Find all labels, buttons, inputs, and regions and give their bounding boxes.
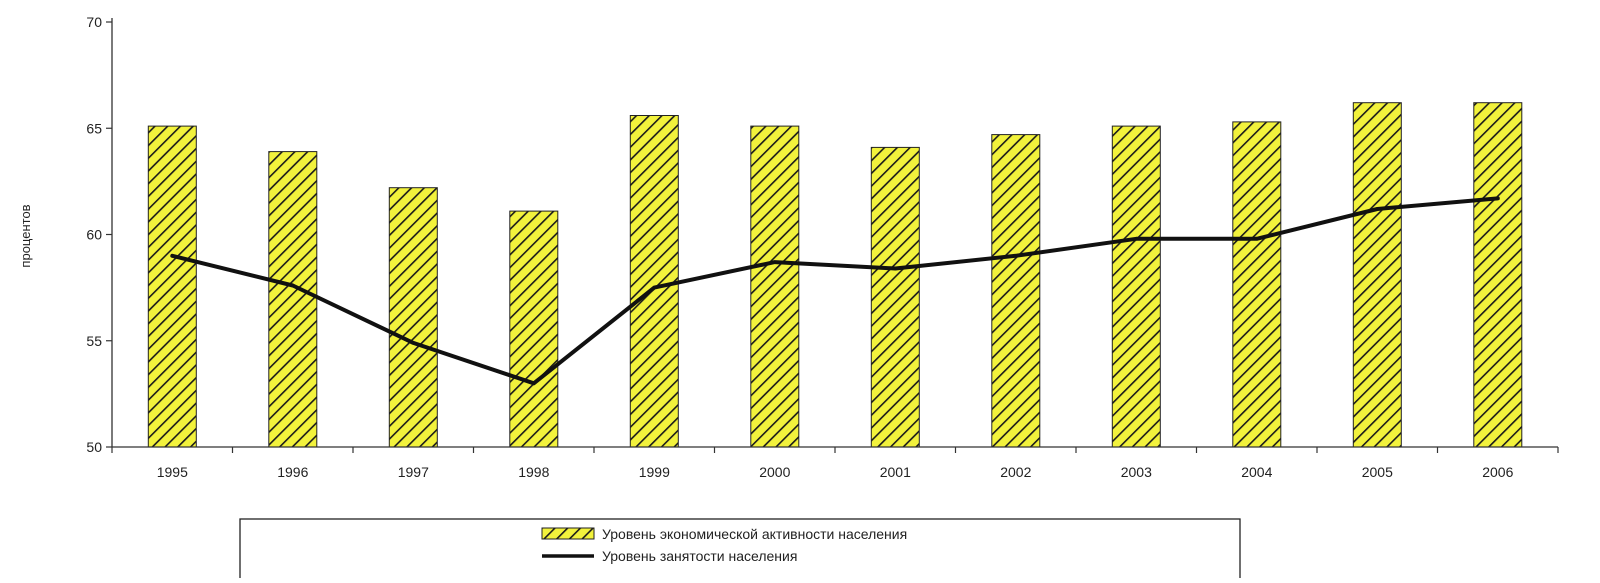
- bar-2002: [991, 134, 1041, 448]
- bar-1997: [388, 187, 438, 448]
- x-tick-label-1996: 1996: [277, 464, 308, 480]
- legend-frame: [239, 518, 1241, 582]
- employment-point-1997: [412, 342, 414, 344]
- employment-point-2004: [1256, 238, 1258, 240]
- employment-point-2005: [1376, 208, 1378, 210]
- y-tick-label-65: 65: [86, 120, 102, 136]
- bar-1995: [147, 125, 197, 448]
- x-tick-label-2006: 2006: [1482, 464, 1513, 480]
- employment-point-2002: [1015, 255, 1017, 257]
- employment-point-2006: [1497, 197, 1499, 199]
- legend: Уровень экономической активности населен…: [239, 518, 1241, 582]
- axes-layer: [106, 18, 1559, 453]
- legend-label-activity: Уровень экономической активности населен…: [602, 526, 907, 542]
- x-tick-label-1995: 1995: [157, 464, 188, 480]
- employment-line: [170, 196, 1500, 386]
- y-axis-label: процентов: [18, 204, 33, 267]
- x-tick-label-2005: 2005: [1362, 464, 1393, 480]
- legend-label-employment: Уровень занятости населения: [602, 548, 797, 564]
- x-tick-label-1999: 1999: [639, 464, 670, 480]
- x-tick-label-1998: 1998: [518, 464, 549, 480]
- y-tick-label-70: 70: [86, 14, 102, 30]
- y-tick-label-60: 60: [86, 227, 102, 243]
- x-tick-labels: 1995 1996 1997 1998 1999 2000 2001 2002 2003 2004…: [157, 464, 1514, 480]
- y-tick-labels: 50 55 60 65 70: [86, 14, 102, 455]
- employment-point-1999: [653, 287, 655, 289]
- x-tick-label-2004: 2004: [1241, 464, 1272, 480]
- y-tick-label-55: 55: [86, 333, 102, 349]
- employment-point-1996: [292, 285, 294, 286]
- x-tick-label-2000: 2000: [759, 464, 790, 480]
- bar-1996: [268, 151, 318, 448]
- bar-2006: [1473, 102, 1523, 448]
- bar-2003: [1111, 125, 1161, 448]
- employment-point-1995: [171, 255, 173, 257]
- bar-2000: [750, 125, 800, 448]
- bar-2005: [1352, 102, 1402, 448]
- bars-layer: [147, 102, 1523, 448]
- employment-point-1998: [533, 382, 535, 384]
- y-tick-label-50: 50: [86, 439, 102, 455]
- employment-point-2000: [774, 261, 776, 263]
- line-layer: [170, 196, 1500, 386]
- bar-2001: [870, 146, 920, 448]
- x-tick-label-2001: 2001: [880, 464, 911, 480]
- bar-2004: [1232, 121, 1282, 448]
- x-tick-label-2002: 2002: [1000, 464, 1031, 480]
- legend-swatch-bar: [541, 527, 595, 540]
- x-tick-label-2003: 2003: [1121, 464, 1152, 480]
- employment-point-2001: [894, 268, 896, 269]
- bar-1999: [629, 115, 679, 448]
- x-tick-label-1997: 1997: [398, 464, 429, 480]
- bar-1998: [509, 210, 559, 448]
- employment-point-2003: [1135, 238, 1137, 240]
